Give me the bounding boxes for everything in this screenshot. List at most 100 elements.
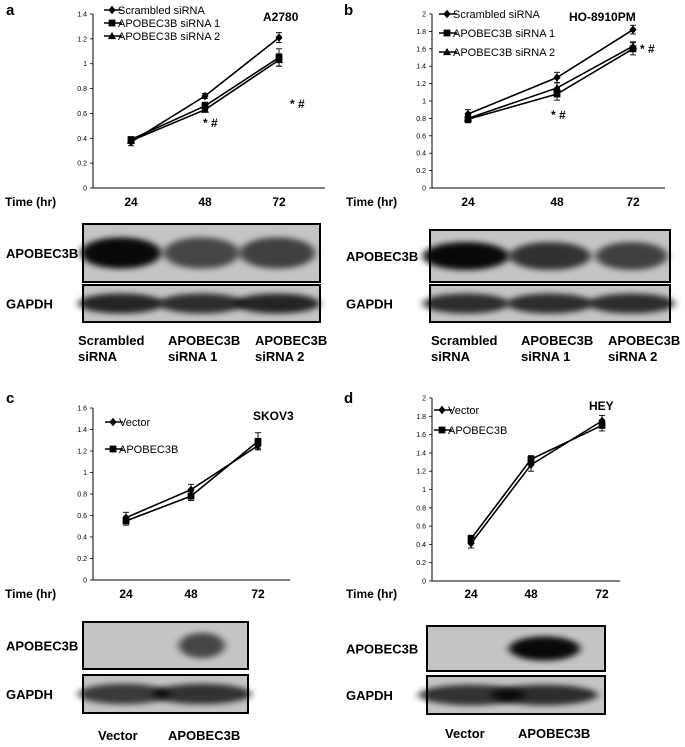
x-tick-label: 48 (198, 195, 212, 209)
lane-label: siRNA 2 (255, 349, 304, 364)
y-tick-label: 0.4 (77, 136, 87, 143)
y-tick-label: 1.2 (416, 469, 426, 476)
lane-label: Scrambled (78, 333, 145, 348)
chart-panel-c: c 0 0.2 0.4 0.6 0.8 1 1.2 1.4 1.6 Time (hr) 24 48 72 S… (5, 390, 294, 743)
panel-letter: b (344, 2, 353, 19)
legend-marker (438, 426, 446, 434)
blot-row-label: GAPDH (6, 297, 53, 312)
x-tick-label: 72 (272, 195, 286, 209)
x-tick-label: 72 (251, 587, 265, 601)
y-tick-label: 0 (422, 186, 426, 193)
series-diamond: Vector (105, 417, 262, 524)
panel-letter: c (6, 390, 14, 407)
lane-label: APOBEC3B (518, 726, 590, 741)
blot-row-label: APOBEC3B (346, 642, 418, 657)
blot-band (588, 293, 675, 314)
y-tick-label: 0.6 (416, 133, 426, 140)
x-tick-label: 24 (119, 587, 133, 601)
data-point (628, 42, 638, 50)
y-tick-label: 0.2 (416, 560, 426, 567)
lane-label: APOBEC3B (521, 333, 593, 348)
y-tick-label: 0.8 (77, 492, 87, 499)
panel-letter: a (6, 2, 15, 19)
y-tick-label: 1.4 (416, 450, 426, 457)
cell-line-label: SKOV3 (253, 409, 294, 423)
significance-mark: * # (203, 116, 218, 130)
legend-marker (442, 47, 452, 56)
y-tick-label: 1.6 (416, 46, 426, 53)
data-point (254, 437, 262, 445)
legend-marker (107, 31, 117, 40)
legend-label: APOBEC3B siRNA 2 (453, 47, 555, 59)
chart-panel-d: d 0 0.2 0.4 0.6 0.8 1 1.2 1.4 1.6 1.8 2 Time (hr) 24 4… (344, 390, 620, 741)
series-triangle: APOBEC3B siRNA 2 (104, 31, 284, 144)
legend-label: APOBEC3B (119, 444, 178, 456)
y-tick-label: 0.2 (77, 556, 87, 563)
legend-marker (108, 5, 116, 15)
x-tick-label: 48 (524, 587, 538, 601)
chart-panel-a: a 0 0.2 0.4 0.6 0.8 1 1.2 1.4 Time (hr) 24 48 72 A278… (5, 2, 327, 364)
x-axis-title: Time (hr) (5, 587, 56, 601)
lane-label: siRNA 2 (608, 349, 657, 364)
legend-marker (438, 405, 446, 415)
legend-marker (109, 445, 117, 453)
lane-label: APOBEC3B (608, 333, 680, 348)
y-tick-label: 0.4 (77, 535, 87, 542)
lane-label: APOBEC3B (255, 333, 327, 348)
data-point (201, 91, 209, 101)
data-point (200, 105, 210, 113)
data-point (274, 55, 284, 64)
x-tick-label: 24 (461, 195, 475, 209)
data-point (275, 33, 283, 42)
data-point (598, 422, 606, 429)
blot-band (422, 293, 510, 314)
y-tick-label: 1.4 (416, 64, 426, 71)
lane-label: APOBEC3B (168, 728, 240, 743)
y-tick-label: 0.8 (416, 505, 426, 512)
blot-band (178, 632, 225, 659)
data-point (553, 90, 561, 98)
blot-band (506, 293, 594, 314)
blot-band (163, 237, 240, 269)
lane-label: Vector (445, 726, 485, 741)
blot-band (239, 237, 316, 269)
blot-row-label: GAPDH (6, 687, 53, 702)
blot-row-label: APOBEC3B (6, 639, 78, 654)
data-point (122, 517, 130, 525)
legend-marker (443, 9, 451, 19)
y-tick-label: 0.6 (416, 524, 426, 531)
x-tick-label: 24 (464, 587, 478, 601)
blot-band (418, 684, 525, 706)
y-tick-label: 0.4 (416, 151, 426, 158)
series-line (467, 28, 634, 115)
y-tick-label: 1.8 (416, 29, 426, 36)
legend-label: APOBEC3B (448, 425, 507, 437)
blot-band (152, 683, 252, 705)
legend-label: APOBEC3B siRNA 1 (453, 28, 555, 40)
blot-band (595, 241, 668, 271)
x-tick-label: 72 (595, 587, 609, 601)
cell-line-label: A2780 (263, 10, 299, 24)
y-tick-label: 0.4 (416, 542, 426, 549)
x-axis-title: Time (hr) (346, 195, 397, 209)
blot-band (78, 683, 171, 705)
data-point (126, 136, 136, 144)
y-tick-label: 1.6 (77, 406, 87, 413)
y-tick-label: 0.6 (77, 513, 87, 520)
cell-line-label: HEY (589, 399, 614, 413)
legend-label: Vector (119, 417, 151, 429)
blot-band (158, 293, 245, 314)
cell-line-label: HO-8910PM (569, 10, 636, 24)
significance-mark: * # (551, 108, 566, 122)
blot-band (422, 241, 510, 271)
y-tick-label: 0.2 (77, 161, 87, 168)
y-tick-label: 0 (422, 579, 426, 586)
lane-label: siRNA (78, 349, 118, 364)
blot-band (80, 237, 162, 269)
data-point (467, 535, 475, 543)
legend-marker (109, 417, 117, 427)
blot-band (78, 293, 164, 314)
series-square: APOBEC3B (434, 419, 606, 544)
lane-label: siRNA 1 (168, 349, 217, 364)
blot-band (509, 241, 591, 271)
